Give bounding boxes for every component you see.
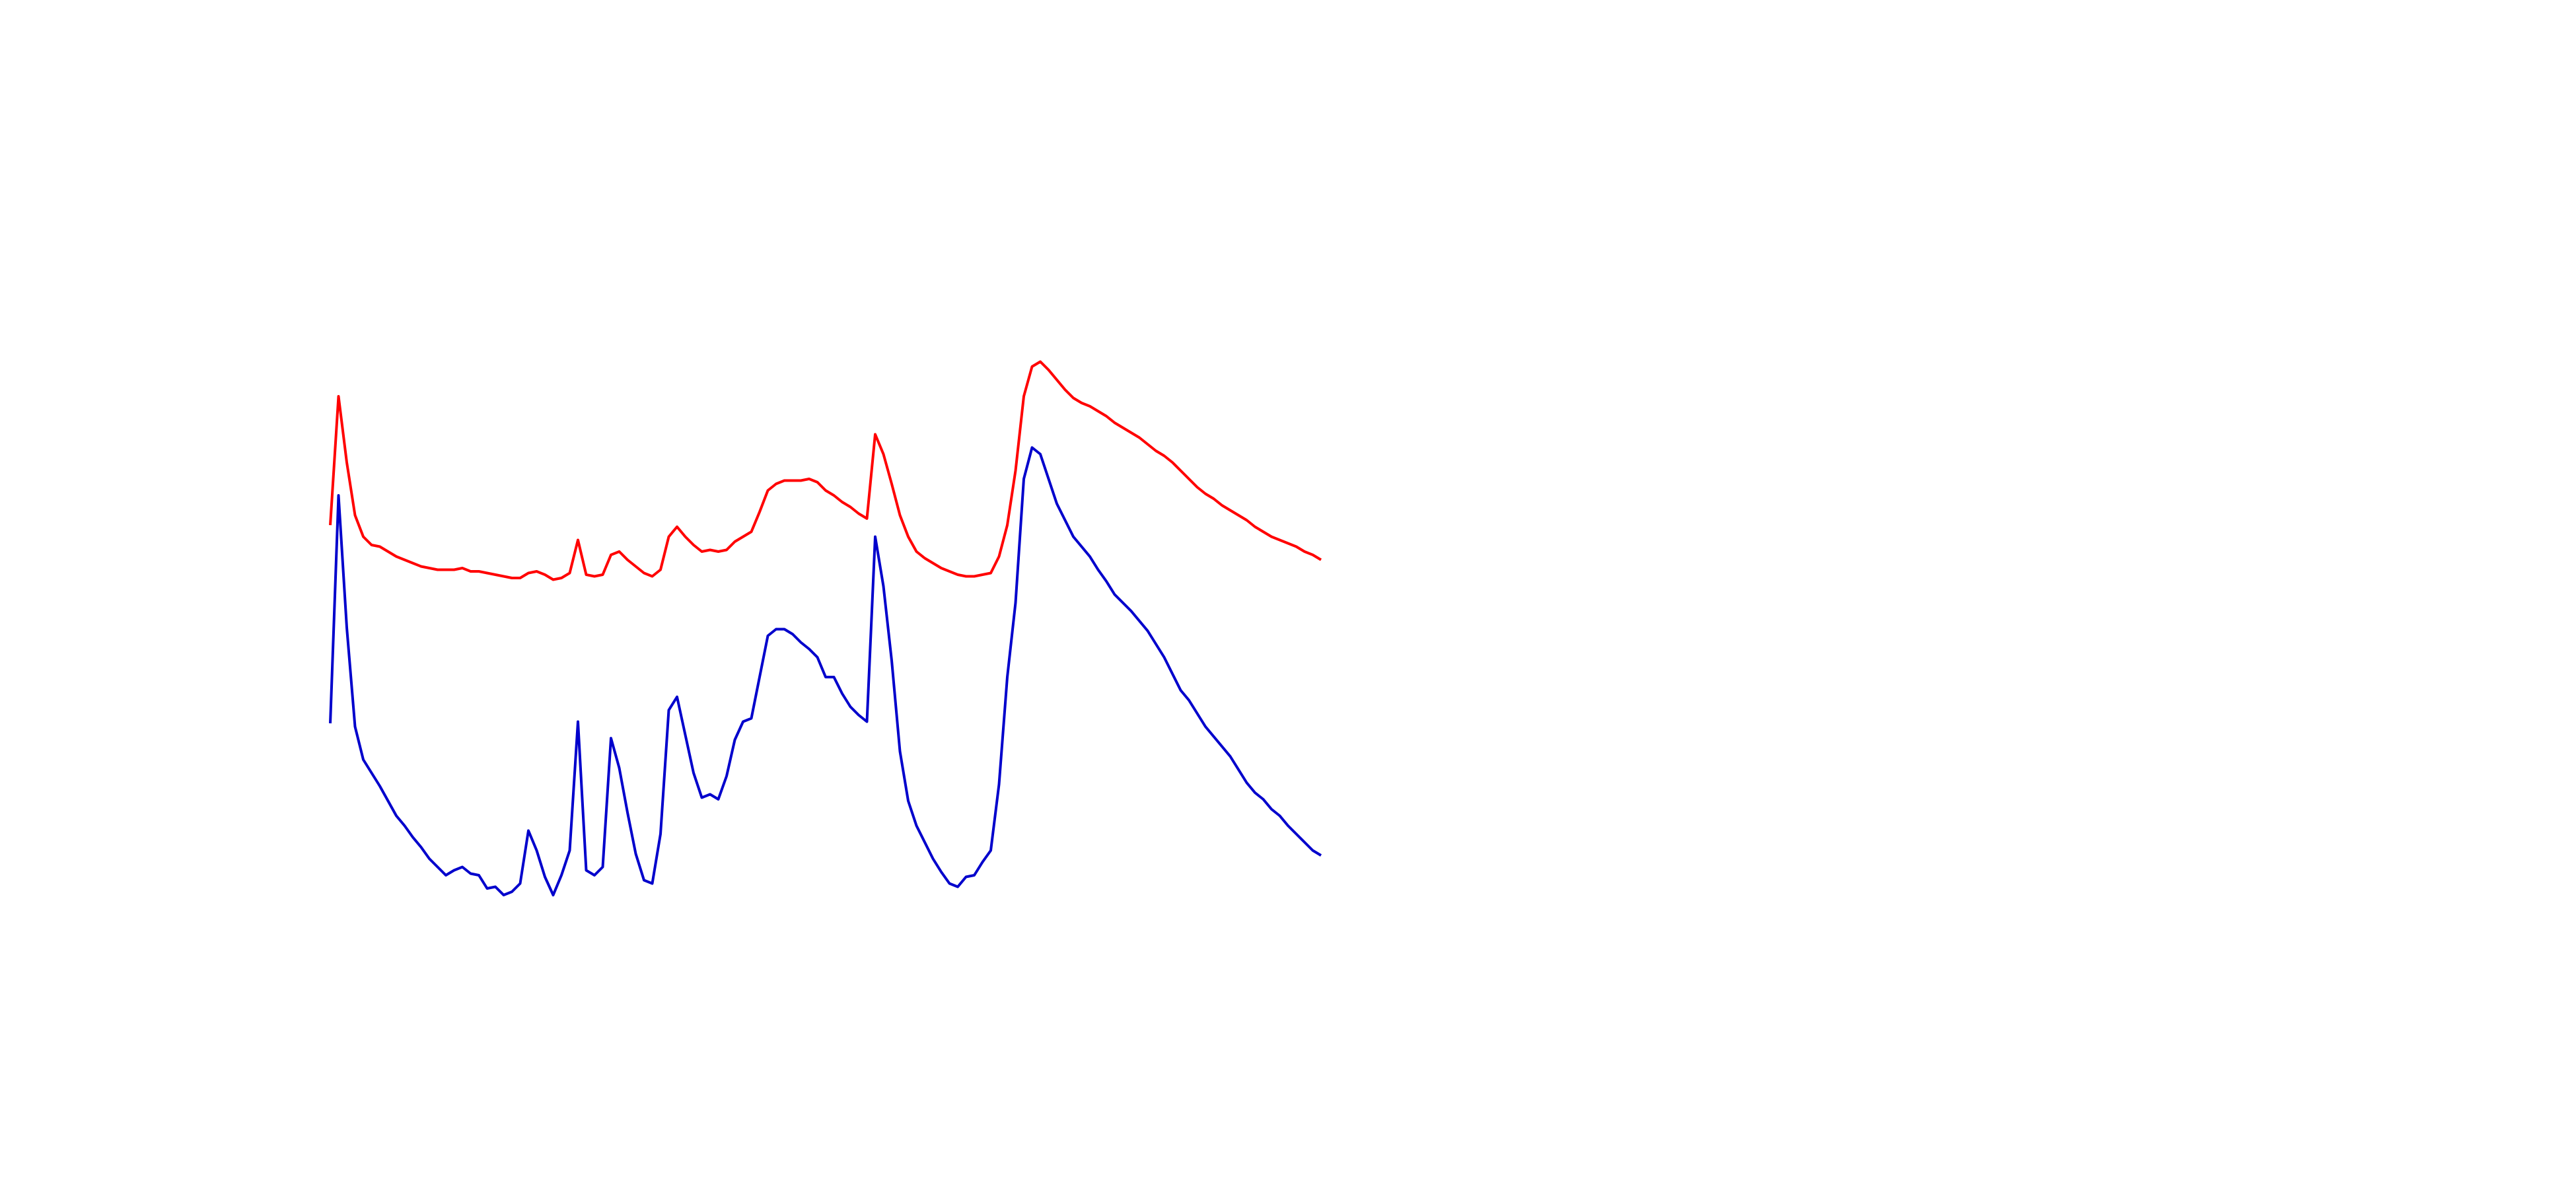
line-series <box>329 446 1322 896</box>
line-series <box>329 360 1322 581</box>
